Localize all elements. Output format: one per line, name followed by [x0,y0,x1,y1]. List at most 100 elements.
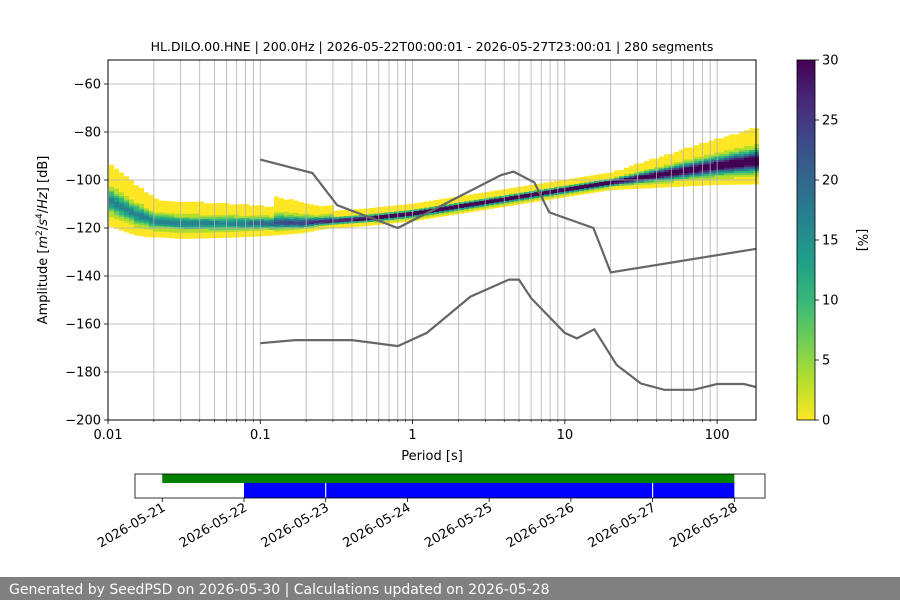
heatmap-cell [674,159,679,162]
heatmap-cell [129,202,134,206]
heatmap-cell [434,205,439,209]
heatmap-cell [139,226,144,229]
heatmap-cell [734,157,739,160]
heatmap-cell [674,161,679,164]
x-tick-label: 100 [705,428,730,443]
heatmap-cell [719,171,724,174]
heatmap-cell [209,230,214,233]
heatmap-cell [359,222,364,225]
heatmap-cell [184,205,189,209]
heatmap-cell [229,235,234,238]
heatmap-cell [644,168,649,172]
heatmap-cell [214,208,219,212]
heatmap-cell [139,214,144,218]
heatmap-cell [714,153,719,157]
heatmap-cell [604,173,609,176]
heatmap-cell [724,174,729,178]
y-axis-label-part: s [36,219,51,226]
heatmap-cell [704,173,709,176]
heatmap-cell [124,203,129,206]
heatmap-cell [169,232,174,235]
heatmap-cell [349,221,354,224]
heatmap-cell [409,211,414,214]
heatmap-cell [564,183,569,186]
heatmap-cell [269,214,274,217]
heatmap-cell [109,166,114,170]
heatmap-cell [544,186,549,189]
heatmap-cell [529,200,534,203]
heatmap-cell [514,200,519,204]
heatmap-cell [309,227,314,230]
heatmap-cell [544,188,549,191]
heatmap-cell [429,214,434,217]
heatmap-cell [704,169,709,173]
heatmap-cell [139,228,144,231]
heatmap-cell [629,173,634,176]
heatmap-cell [584,183,589,187]
heatmap-cell [384,215,389,219]
heatmap-cell [294,229,299,232]
heatmap-cell [129,216,134,219]
heatmap-cell [114,199,119,202]
heatmap-cell [619,177,624,181]
heatmap-cell [119,205,124,208]
heatmap-cell [559,184,564,187]
heatmap-cell [594,174,599,178]
heatmap-cell [144,200,149,203]
heatmap-cell [249,222,254,226]
psd-chart: HL.DILO.00.HNE | 200.0Hz | 2026-05-22T00… [35,39,869,551]
heatmap-cell [704,144,709,148]
heatmap-cell [274,219,279,222]
heatmap-cell [329,207,334,210]
heatmap-cell [154,215,159,219]
heatmap-cell [609,174,614,177]
heatmap-cell [309,204,314,207]
heatmap-cell [459,197,464,201]
heatmap-cell [559,187,564,191]
heatmap-cell [449,205,454,208]
heatmap-cell [569,182,574,185]
heatmap-cell [324,222,329,226]
timeline-requested-span [162,474,735,483]
heatmap-cell [284,199,289,203]
heatmap-cell [164,212,169,215]
heatmap-cell [649,176,654,179]
heatmap-cell [164,204,169,208]
heatmap-cell [689,155,694,158]
heatmap-cell [349,215,354,218]
heatmap-cell [749,180,754,183]
heatmap-cell [749,137,754,141]
heatmap-cell [634,180,639,184]
heatmap-cell [699,160,704,163]
heatmap-cell [694,145,699,148]
heatmap-cell [594,182,599,185]
heatmap-cell [699,143,704,146]
heatmap-cell [134,202,139,205]
heatmap-cell [554,182,559,186]
heatmap-cell [579,182,584,186]
heatmap-cell [719,182,724,185]
heatmap-cell [699,166,704,169]
heatmap-cell [684,178,689,181]
heatmap-cell [459,199,464,203]
heatmap-cell [199,214,204,218]
heatmap-cell [614,170,619,173]
heatmap-cell [734,149,739,153]
heatmap-cell [149,229,154,232]
heatmap-cell [149,208,154,211]
heatmap-cell [109,180,114,183]
heatmap-cell [689,174,694,177]
heatmap-cell [294,214,299,217]
heatmap-cell [279,228,284,232]
heatmap-cell [734,168,739,172]
heatmap-cell [134,217,139,221]
heatmap-cell [644,164,649,168]
heatmap-cell [119,174,124,177]
heatmap-cell [394,209,399,212]
heatmap-cell [689,178,694,181]
heatmap-cell [719,167,724,170]
heatmap-cell [694,150,699,154]
heatmap-cell [649,166,654,169]
heatmap-cell [124,208,129,212]
heatmap-cell [624,171,629,175]
